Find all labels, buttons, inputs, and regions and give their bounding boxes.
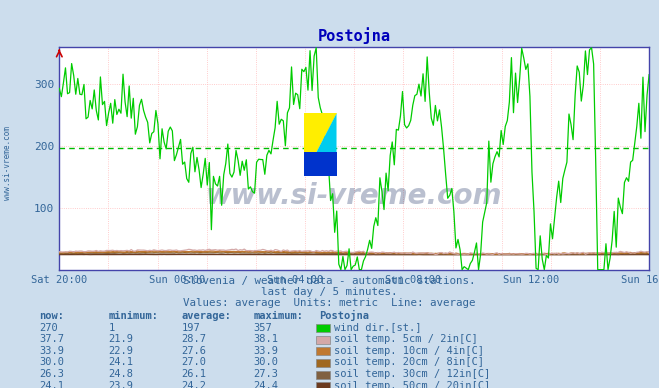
Text: www.si-vreme.com: www.si-vreme.com (206, 182, 502, 210)
Text: 38.1: 38.1 (254, 334, 279, 344)
Text: last day / 5 minutes.: last day / 5 minutes. (261, 287, 398, 297)
Text: 22.9: 22.9 (109, 346, 134, 356)
Text: 27.6: 27.6 (181, 346, 206, 356)
Text: soil temp. 20cm / 8in[C]: soil temp. 20cm / 8in[C] (334, 357, 484, 367)
Bar (304, 152, 337, 176)
Text: 37.7: 37.7 (40, 334, 65, 344)
Polygon shape (304, 113, 337, 176)
Text: wind dir.[st.]: wind dir.[st.] (334, 322, 422, 333)
Title: Postojna: Postojna (318, 27, 391, 44)
Text: 21.9: 21.9 (109, 334, 134, 344)
Text: maximum:: maximum: (254, 311, 304, 321)
Text: Postojna: Postojna (320, 310, 370, 321)
Text: 30.0: 30.0 (254, 357, 279, 367)
Text: 28.7: 28.7 (181, 334, 206, 344)
Text: 24.1: 24.1 (109, 357, 134, 367)
Text: Slovenia / weather data - automatic stations.: Slovenia / weather data - automatic stat… (183, 276, 476, 286)
Text: 24.8: 24.8 (109, 369, 134, 379)
Text: 24.4: 24.4 (254, 381, 279, 388)
Text: soil temp. 10cm / 4in[C]: soil temp. 10cm / 4in[C] (334, 346, 484, 356)
Text: 357: 357 (254, 322, 272, 333)
Text: 24.1: 24.1 (40, 381, 65, 388)
Text: 270: 270 (40, 322, 58, 333)
Text: soil temp. 30cm / 12in[C]: soil temp. 30cm / 12in[C] (334, 369, 490, 379)
Text: 197: 197 (181, 322, 200, 333)
Text: minimum:: minimum: (109, 311, 159, 321)
Text: 24.2: 24.2 (181, 381, 206, 388)
Text: 26.1: 26.1 (181, 369, 206, 379)
Text: 27.0: 27.0 (181, 357, 206, 367)
Text: now:: now: (40, 311, 65, 321)
Text: www.si-vreme.com: www.si-vreme.com (3, 126, 13, 200)
Text: soil temp. 5cm / 2in[C]: soil temp. 5cm / 2in[C] (334, 334, 478, 344)
Text: 30.0: 30.0 (40, 357, 65, 367)
Text: soil temp. 50cm / 20in[C]: soil temp. 50cm / 20in[C] (334, 381, 490, 388)
Polygon shape (304, 113, 337, 176)
Text: 27.3: 27.3 (254, 369, 279, 379)
Text: 33.9: 33.9 (254, 346, 279, 356)
Text: Values: average  Units: metric  Line: average: Values: average Units: metric Line: aver… (183, 298, 476, 308)
Text: 23.9: 23.9 (109, 381, 134, 388)
Text: 1: 1 (109, 322, 115, 333)
Text: 33.9: 33.9 (40, 346, 65, 356)
Text: 26.3: 26.3 (40, 369, 65, 379)
Text: average:: average: (181, 311, 231, 321)
